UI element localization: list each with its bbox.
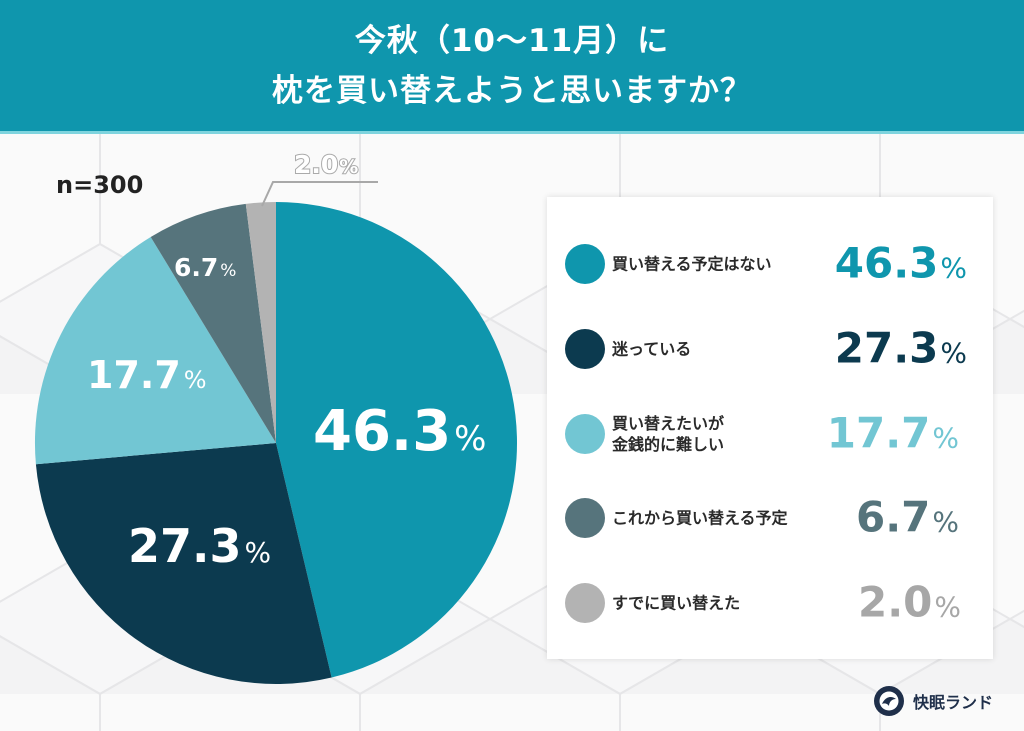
legend-swatch	[565, 583, 605, 623]
legend-swatch	[565, 329, 605, 369]
legend: 買い替える予定はない 46.3% 迷っている 27.3% 買い替えたいが 金銭的…	[547, 197, 993, 659]
legend-label: 買い替える予定はない	[612, 254, 772, 274]
chart-title-line2: 枕を買い替えようと思いますか？	[272, 72, 752, 109]
legend-label: 迷っている	[612, 339, 692, 359]
legend-value: 27.3%	[834, 323, 967, 373]
pie-slice-no-plan	[276, 202, 518, 678]
brand-badge-icon	[874, 686, 904, 716]
leader-line	[261, 181, 378, 207]
legend-item-plan-to-buy: これから買い替える予定 6.7%	[547, 488, 993, 548]
pie-label-no-plan: 46.3%	[313, 399, 486, 464]
legend-swatch	[565, 498, 605, 538]
legend-item-already-bought: すでに買い替えた 2.0%	[547, 573, 993, 633]
pie-label-already-bought: 2.0%	[294, 150, 358, 179]
brand-logo: 快眠ランド	[873, 685, 993, 717]
legend-value: 46.3%	[834, 238, 967, 288]
legend-label: これから買い替える予定	[612, 508, 788, 528]
pie-slice-already-bought	[245, 202, 276, 443]
pie-slices	[34, 202, 518, 685]
legend-value: 2.0%	[857, 577, 961, 627]
pie-slice-want-but-costly	[34, 237, 277, 465]
sample-size-label: n=300	[56, 171, 144, 199]
legend-swatch	[565, 244, 605, 284]
legend-item-want-but-costly: 買い替えたいが 金銭的に難しい 17.7%	[547, 404, 993, 464]
pie-label-want-but-costly: 17.7%	[87, 353, 207, 397]
brand-name: 快眠ランド	[913, 693, 994, 712]
legend-label: 買い替えたいが 金銭的に難しい	[612, 414, 725, 454]
legend-item-no-plan: 買い替える予定はない 46.3%	[547, 234, 993, 294]
chart-title-banner: 今秋（10〜11月）に 枕を買い替えようと思いますか？	[0, 0, 1024, 134]
pie-label-plan-to-buy: 6.7%	[174, 253, 236, 282]
chart-title-line1: 今秋（10〜11月）に	[354, 22, 670, 59]
pie-slice-plan-to-buy	[150, 203, 276, 443]
pie-slice-undecided	[35, 443, 332, 685]
legend-label: すでに買い替えた	[612, 593, 741, 613]
legend-value: 17.7%	[826, 408, 959, 458]
legend-value: 6.7%	[855, 492, 959, 542]
legend-swatch	[565, 414, 605, 454]
pie-label-undecided: 27.3%	[128, 519, 271, 573]
legend-item-undecided: 迷っている 27.3%	[547, 319, 993, 379]
